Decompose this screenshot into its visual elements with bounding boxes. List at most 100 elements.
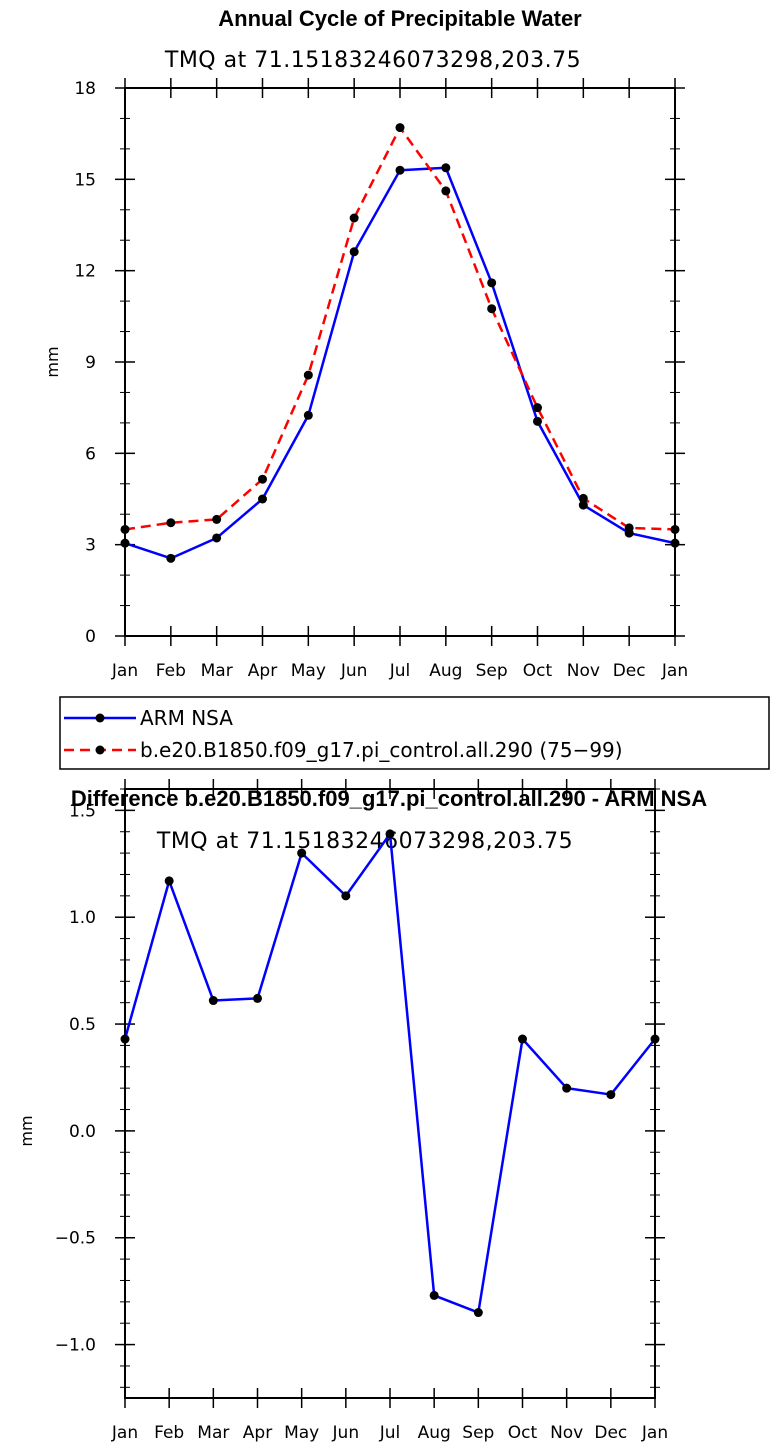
data-point bbox=[303, 370, 313, 380]
y-axis-label: mm bbox=[17, 1115, 36, 1146]
y-tick-label: −1.0 bbox=[55, 1336, 96, 1356]
annual-cycle-chart: Annual Cycle of Precipitable Water TMQ a… bbox=[43, 6, 688, 681]
data-point bbox=[120, 1034, 130, 1044]
data-point bbox=[297, 848, 307, 858]
plot-frame bbox=[124, 788, 656, 1399]
legend-label-model: b.e20.B1850.f09_g17.pi_control.all.290 (… bbox=[140, 738, 623, 762]
x-tick-label: Sep bbox=[476, 661, 508, 681]
y-axis-label: mm bbox=[43, 346, 62, 377]
data-point bbox=[212, 514, 222, 524]
data-point bbox=[166, 553, 176, 563]
y-tick-label: 12 bbox=[74, 262, 96, 282]
data-point bbox=[395, 165, 405, 175]
data-point bbox=[349, 247, 359, 257]
plot-axes bbox=[115, 779, 665, 1408]
data-point bbox=[253, 993, 262, 1003]
y-tick-label: 9 bbox=[85, 353, 96, 373]
data-point bbox=[578, 493, 588, 503]
x-tick-label: Oct bbox=[508, 1423, 538, 1443]
chart-subtitle: TMQ at 71.15183246073298,203.75 bbox=[164, 48, 581, 73]
plot-marks bbox=[120, 123, 680, 563]
legend-marker-model bbox=[95, 745, 105, 755]
tick-labels: 0 3 6 9 12 15 18 Jan Feb Mar Apr May Jun Jul Aug Sep Oct… bbox=[74, 79, 688, 681]
legend-label-arm: ARM NSA bbox=[140, 706, 233, 730]
x-tick-label: Sep bbox=[462, 1423, 494, 1443]
data-point bbox=[670, 524, 680, 534]
y-tick-label: 3 bbox=[85, 536, 96, 556]
plot-marks bbox=[120, 829, 660, 1318]
x-tick-label: Apr bbox=[248, 661, 277, 681]
data-point bbox=[120, 524, 130, 534]
data-point bbox=[429, 1290, 439, 1300]
data-point bbox=[212, 533, 222, 543]
x-tick-label: Nov bbox=[567, 661, 600, 681]
legend: ARM NSA b.e20.B1850.f09_g17.pi_control.a… bbox=[59, 696, 770, 770]
y-tick-label: 1.5 bbox=[69, 801, 96, 821]
data-point bbox=[341, 891, 351, 901]
chart-title: Difference b.e20.B1850.f09_g17.pi_contro… bbox=[71, 786, 707, 811]
x-tick-label: Aug bbox=[429, 661, 462, 681]
x-tick-label: Jan bbox=[111, 661, 138, 681]
y-tick-label: 0 bbox=[85, 627, 96, 647]
data-point bbox=[670, 538, 680, 548]
plot-axes bbox=[115, 78, 685, 646]
tick-labels: −1.0 −0.5 0.0 0.5 1.0 1.5 Jan Feb Mar Apr May Jun Ju… bbox=[55, 801, 668, 1443]
series-line-1 bbox=[124, 126, 676, 531]
data-point bbox=[487, 304, 497, 314]
data-point bbox=[624, 523, 634, 533]
data-point bbox=[349, 213, 359, 223]
data-point bbox=[578, 500, 588, 510]
x-tick-label: Jul bbox=[379, 1423, 401, 1443]
y-tick-label: 18 bbox=[74, 79, 96, 99]
data-point bbox=[650, 1034, 660, 1044]
y-tick-label: 0.0 bbox=[69, 1122, 96, 1142]
x-tick-label: Mar bbox=[201, 661, 233, 681]
data-point bbox=[303, 410, 313, 420]
data-point bbox=[533, 416, 542, 426]
data-point bbox=[473, 1308, 483, 1318]
x-tick-label: Jun bbox=[332, 1423, 360, 1443]
y-tick-label: 0.5 bbox=[69, 1015, 96, 1035]
data-point bbox=[258, 474, 267, 484]
x-tick-label: Dec bbox=[594, 1423, 627, 1443]
data-point bbox=[533, 403, 542, 413]
legend-marker-arm bbox=[95, 713, 105, 723]
x-tick-label: May bbox=[291, 661, 326, 681]
chart-title: Annual Cycle of Precipitable Water bbox=[218, 6, 582, 31]
x-tick-label: Mar bbox=[197, 1423, 229, 1443]
y-tick-label: 6 bbox=[85, 444, 96, 464]
y-tick-label: 15 bbox=[74, 170, 96, 190]
data-point bbox=[164, 876, 174, 886]
data-point bbox=[487, 278, 497, 288]
data-point bbox=[441, 186, 451, 196]
x-tick-label: Apr bbox=[243, 1423, 272, 1443]
chart-subtitle: TMQ at 71.15183246073298,203.75 bbox=[156, 829, 573, 854]
x-tick-label: Feb bbox=[154, 1423, 184, 1443]
x-tick-label: Jul bbox=[389, 661, 411, 681]
x-tick-label: Aug bbox=[418, 1423, 451, 1443]
x-tick-label: Jan bbox=[641, 1423, 668, 1443]
legend-box bbox=[59, 696, 770, 770]
x-tick-label: Jan bbox=[661, 661, 688, 681]
x-tick-label: May bbox=[284, 1423, 319, 1443]
data-point bbox=[562, 1083, 572, 1093]
data-point bbox=[441, 163, 451, 173]
data-point bbox=[395, 123, 405, 133]
y-tick-label: 1.0 bbox=[69, 908, 96, 928]
x-tick-label: Jun bbox=[340, 661, 368, 681]
x-tick-label: Nov bbox=[550, 1423, 583, 1443]
data-point bbox=[120, 538, 130, 548]
data-point bbox=[258, 494, 267, 504]
data-point bbox=[606, 1090, 616, 1100]
data-point bbox=[518, 1034, 527, 1044]
series-line-0 bbox=[123, 832, 656, 1314]
x-tick-label: Feb bbox=[156, 661, 186, 681]
y-tick-label: −0.5 bbox=[55, 1229, 96, 1249]
x-tick-label: Oct bbox=[523, 661, 553, 681]
difference-chart: Difference b.e20.B1850.f09_g17.pi_contro… bbox=[17, 779, 707, 1443]
series-line-0 bbox=[124, 166, 676, 560]
data-point bbox=[166, 518, 176, 528]
x-tick-label: Dec bbox=[613, 661, 646, 681]
x-tick-label: Jan bbox=[111, 1423, 138, 1443]
